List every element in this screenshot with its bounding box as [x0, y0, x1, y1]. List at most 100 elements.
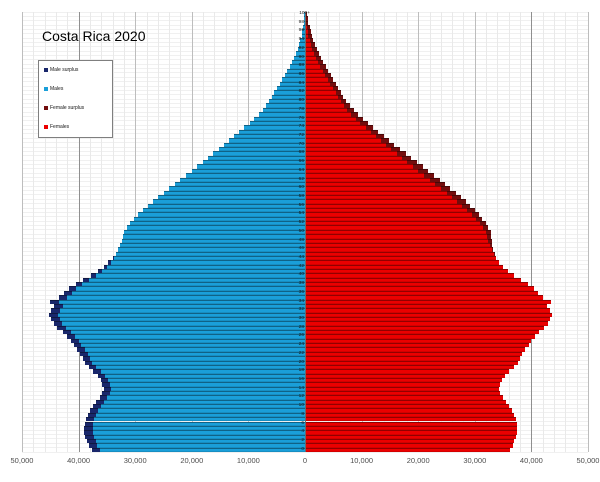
- male-surplus-tip: [84, 434, 94, 439]
- gridline-vertical: [22, 12, 23, 452]
- age-tick-label: 44: [298, 254, 304, 260]
- male-bar: [119, 242, 305, 248]
- male-bar: [180, 177, 305, 182]
- age-tick-label: 96: [298, 28, 304, 34]
- female-bar: [305, 64, 326, 69]
- female-bar: [305, 190, 456, 195]
- gridline-vertical: [89, 12, 91, 452]
- male-bar: [272, 94, 305, 100]
- female-surplus-tip: [407, 160, 418, 165]
- male-surplus-tip: [85, 417, 95, 422]
- male-bar: [83, 277, 305, 283]
- female-bar: [305, 212, 479, 217]
- male-surplus-tip: [112, 255, 114, 261]
- female-surplus-tip: [327, 77, 334, 82]
- male-bar: [62, 330, 305, 335]
- legend-label: Male surplus: [50, 67, 79, 73]
- gridline-vertical: [497, 12, 499, 452]
- x-axis-tick-label: 50,000: [10, 456, 34, 465]
- male-surplus-tip: [67, 334, 75, 339]
- male-bar: [108, 260, 305, 265]
- female-bar: [305, 360, 518, 365]
- female-bar: [305, 421, 517, 426]
- female-bar: [305, 29, 311, 34]
- female-surplus-tip: [423, 173, 435, 178]
- female-bar: [305, 343, 529, 348]
- gridline-vertical: [554, 12, 556, 452]
- male-surplus-tip: [54, 303, 63, 309]
- female-surplus-tip: [467, 208, 475, 213]
- female-bar: [305, 351, 523, 357]
- male-surplus-tip: [102, 391, 110, 396]
- female-surplus-tip: [312, 46, 317, 52]
- female-surplus-tip: [307, 29, 311, 34]
- female-bar: [305, 138, 389, 143]
- female-surplus-tip: [457, 199, 466, 204]
- female-bar: [305, 264, 503, 270]
- female-bar: [305, 269, 508, 274]
- male-surplus-tip: [75, 282, 82, 287]
- female-bar: [305, 404, 510, 409]
- female-surplus-tip: [494, 251, 495, 256]
- age-tick-label: 46: [298, 246, 304, 252]
- male-bar: [83, 430, 305, 435]
- female-surplus-tip: [370, 129, 378, 134]
- male-bar: [102, 391, 305, 396]
- male-bar: [138, 212, 305, 217]
- female-bar: [305, 133, 384, 139]
- male-surplus-tip: [95, 399, 104, 405]
- female-bar: [305, 382, 501, 387]
- female-surplus-tip: [380, 138, 389, 143]
- female-surplus-tip: [310, 42, 316, 47]
- female-bar: [305, 51, 319, 56]
- legend-label: Females: [50, 124, 70, 130]
- male-surplus-tip: [86, 438, 96, 444]
- female-bar: [305, 173, 435, 178]
- female-surplus-tip: [314, 51, 319, 56]
- male-surplus-tip: [84, 421, 94, 426]
- male-surplus-tip: [89, 408, 99, 413]
- female-bar: [305, 430, 518, 435]
- male-bar: [134, 216, 305, 222]
- x-axis-tick-label: 10,000: [236, 456, 260, 465]
- female-bar: [305, 181, 445, 187]
- age-tick-label: 70: [298, 141, 304, 147]
- male-bar: [74, 343, 305, 348]
- female-surplus-tip: [385, 142, 395, 148]
- male-bar: [54, 303, 305, 309]
- male-bar: [123, 234, 305, 239]
- female-bar: [305, 208, 475, 213]
- female-bar: [305, 255, 497, 261]
- female-bar: [305, 46, 317, 52]
- female-bar: [305, 77, 334, 82]
- male-surplus-tip: [91, 273, 97, 278]
- male-surplus-tip: [99, 395, 107, 400]
- female-bar: [305, 33, 312, 39]
- age-tick-label: 14: [298, 385, 304, 391]
- male-bar: [84, 434, 305, 439]
- male-bar: [274, 90, 305, 95]
- male-bar: [295, 51, 305, 56]
- male-bar: [300, 38, 305, 43]
- male-bar: [57, 325, 305, 330]
- female-bar: [305, 438, 515, 444]
- male-bar: [50, 316, 305, 322]
- female-bar: [305, 186, 451, 191]
- male-bar: [91, 447, 305, 452]
- female-bar: [305, 112, 359, 117]
- chart-title: Costa Rica 2020: [42, 28, 146, 44]
- legend-item-female-surplus: Female surplus: [44, 105, 108, 111]
- age-tick-label: 80: [298, 98, 304, 104]
- female-bar: [305, 308, 550, 313]
- female-bar: [305, 94, 344, 100]
- male-bar: [121, 238, 305, 243]
- male-bar: [127, 225, 305, 230]
- female-surplus-tip: [308, 33, 312, 39]
- male-bar: [50, 299, 305, 304]
- female-surplus-tip: [491, 247, 494, 252]
- male-surplus-tip: [83, 430, 93, 435]
- female-bar: [305, 16, 308, 21]
- female-surplus-tip: [330, 81, 337, 87]
- male-bar: [157, 194, 305, 200]
- age-tick-label: 32: [298, 307, 304, 313]
